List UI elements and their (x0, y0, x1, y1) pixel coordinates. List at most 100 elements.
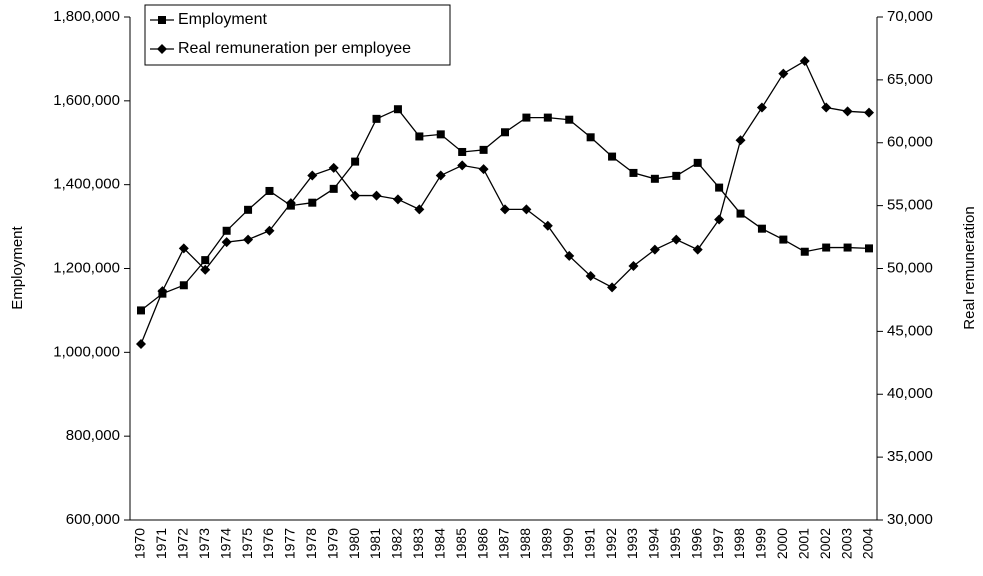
x-tick-label: 1991 (581, 528, 597, 559)
marker (350, 190, 361, 201)
marker (522, 113, 531, 122)
marker (672, 171, 681, 180)
marker (799, 56, 810, 67)
x-tick-label: 1985 (453, 528, 469, 559)
y-tick-label: 1,600,000 (53, 92, 120, 109)
marker (800, 247, 809, 256)
series-line (140, 60, 870, 345)
marker (543, 113, 552, 122)
marker (650, 174, 659, 183)
marker (542, 220, 553, 231)
marker (158, 16, 166, 24)
marker (501, 128, 509, 137)
y-axis-label: Employment (9, 225, 26, 309)
marker (865, 244, 873, 253)
x-tick-label: 2003 (838, 528, 854, 559)
marker (178, 243, 189, 254)
marker (756, 102, 767, 113)
x-tick-label: 1984 (431, 528, 447, 559)
marker (201, 256, 210, 265)
x-tick-label: 1975 (239, 528, 255, 559)
x-tick-label: 1988 (517, 528, 533, 559)
x-tick-label: 1992 (603, 528, 619, 559)
marker (308, 198, 317, 207)
marker (842, 106, 853, 117)
marker (779, 235, 788, 244)
marker (778, 68, 789, 79)
marker (457, 160, 468, 171)
x-tick-label: 1993 (624, 528, 640, 559)
x-tick-label: 1979 (324, 528, 340, 559)
marker (821, 102, 832, 113)
x-tick-label: 1978 (303, 528, 319, 559)
marker (649, 244, 660, 255)
marker (628, 260, 639, 271)
marker (693, 158, 702, 167)
x-tick-label: 1998 (731, 528, 747, 559)
x-tick-label: 1997 (710, 528, 726, 559)
marker (351, 157, 360, 166)
marker (415, 132, 424, 141)
marker (393, 105, 402, 114)
y-tick-label: 800,000 (66, 427, 120, 444)
marker (265, 186, 274, 195)
marker (285, 198, 296, 209)
x-tick-label: 1973 (196, 528, 212, 559)
x-tick-label: 1974 (217, 528, 233, 559)
marker (565, 115, 574, 124)
marker (736, 209, 745, 218)
marker (586, 133, 595, 142)
x-tick-label: 1983 (410, 528, 426, 559)
marker (157, 44, 167, 54)
x-tick-label: 1995 (667, 528, 683, 559)
y2-tick-label: 70,000 (887, 8, 933, 25)
marker (500, 204, 510, 215)
marker (221, 237, 232, 248)
marker (735, 135, 746, 146)
marker (671, 234, 682, 245)
x-tick-label: 1970 (132, 528, 148, 559)
marker (222, 226, 231, 235)
x-tick-label: 1977 (282, 528, 298, 559)
y2-tick-label: 55,000 (887, 197, 933, 214)
y2-tick-label: 65,000 (887, 71, 933, 88)
y2-tick-label: 45,000 (887, 322, 933, 339)
legend-label: Employment (178, 11, 267, 28)
y2-tick-label: 35,000 (887, 448, 933, 465)
x-tick-label: 2002 (817, 528, 833, 559)
y-tick-label: 1,000,000 (53, 343, 120, 360)
y-tick-label: 600,000 (66, 511, 120, 528)
marker (479, 145, 488, 154)
legend-box (144, 4, 451, 66)
marker (157, 286, 168, 297)
marker (714, 214, 725, 225)
x-tick-label: 1976 (260, 528, 276, 559)
y2-tick-label: 40,000 (887, 385, 933, 402)
y2-tick-label: 50,000 (887, 259, 933, 276)
x-tick-label: 1999 (753, 528, 769, 559)
marker (458, 147, 467, 156)
x-tick-label: 1980 (346, 528, 362, 559)
x-tick-label: 2004 (860, 528, 876, 559)
y2-tick-label: 30,000 (887, 511, 933, 528)
marker (179, 281, 188, 290)
y-tick-label: 1,400,000 (53, 176, 120, 193)
marker (757, 224, 766, 233)
x-tick-label: 1987 (496, 528, 512, 559)
marker (436, 130, 445, 139)
marker (244, 205, 253, 214)
y-tick-label: 1,800,000 (53, 8, 120, 25)
y-tick-label: 1,200,000 (53, 259, 120, 276)
x-tick-label: 1981 (367, 528, 383, 559)
marker (392, 194, 403, 205)
marker (608, 152, 617, 161)
x-tick-label: 2001 (795, 528, 811, 559)
y2-tick-label: 60,000 (887, 134, 933, 151)
x-tick-label: 1989 (539, 528, 555, 559)
marker (864, 107, 874, 118)
marker (585, 271, 596, 282)
marker (414, 204, 425, 215)
marker (200, 264, 211, 275)
x-tick-label: 1986 (474, 528, 490, 559)
